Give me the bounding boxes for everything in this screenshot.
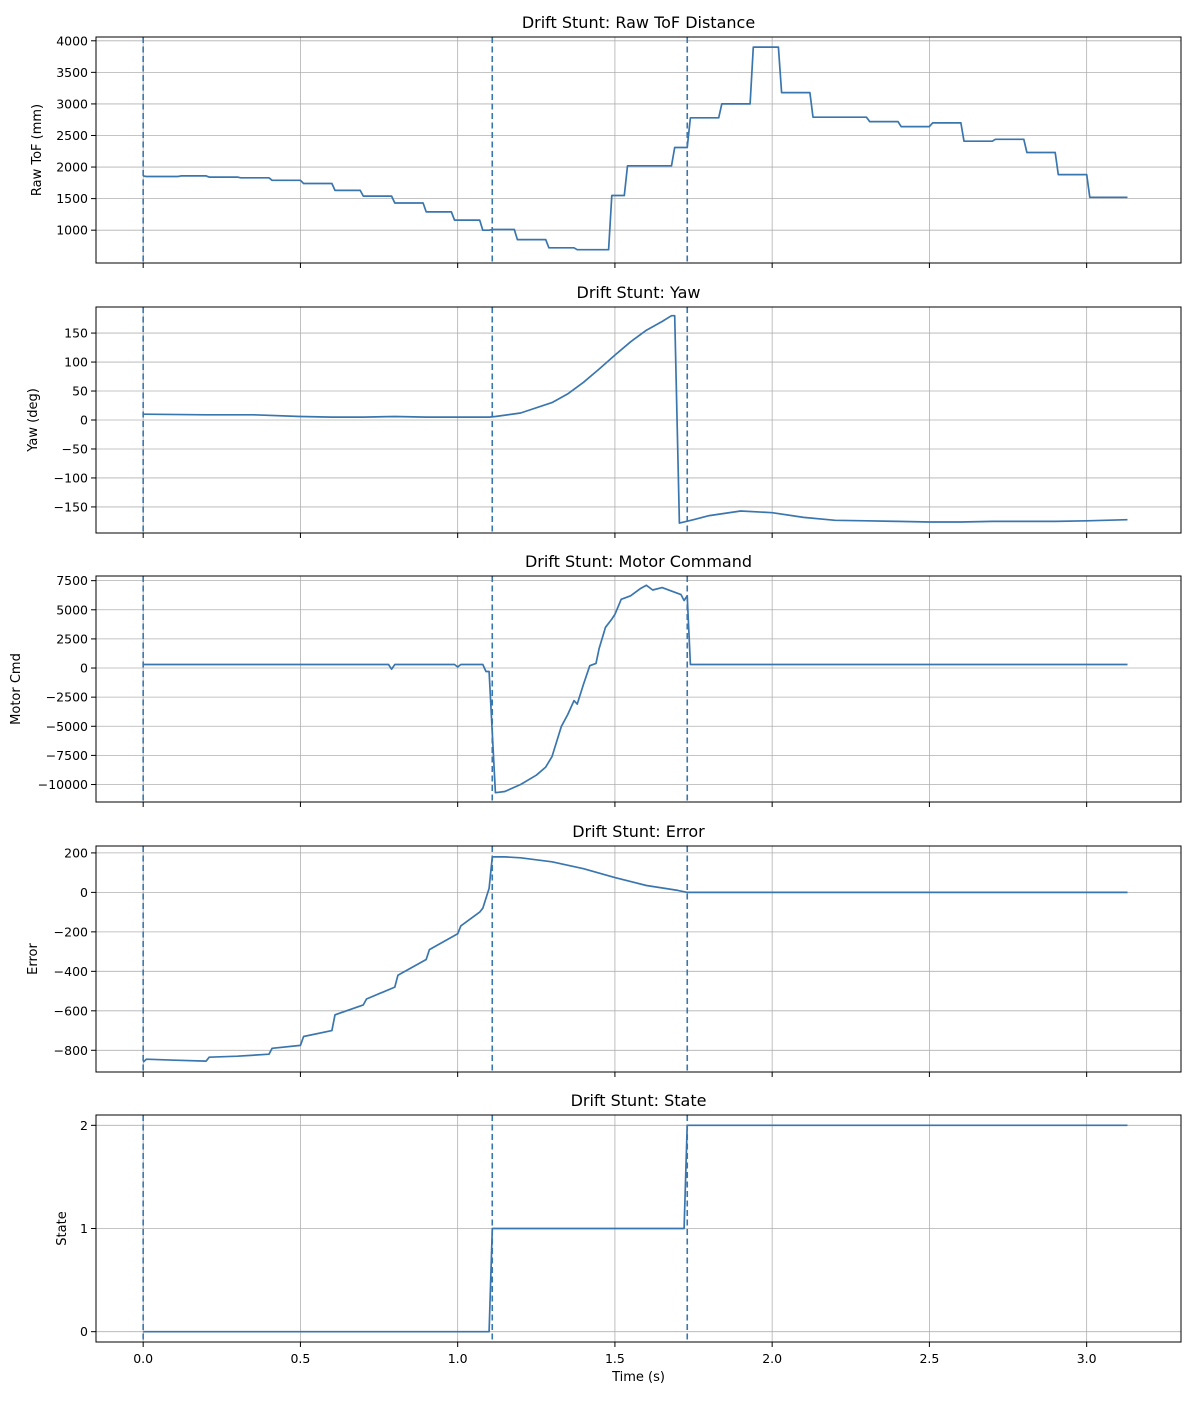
x-tick-label: 2.5 <box>919 1351 939 1366</box>
x-tick-label: 0.0 <box>133 1351 153 1366</box>
subplot-4: −800 −600 −400 −200 0 200 Drift Stunt: Error Er… <box>26 822 1182 1077</box>
y-tick-label: −5000 <box>46 719 88 734</box>
y-tick-label: 1500 <box>56 191 88 206</box>
y-tick-label: −2500 <box>46 690 88 705</box>
y-tick-label: −100 <box>54 470 88 485</box>
series-line-1 <box>143 46 1128 251</box>
subplot-3: −10000 −7500 −5000 −2500 0 2500 5000 7500 Drift … <box>9 552 1182 807</box>
y-tick-label: 100 <box>64 355 88 370</box>
x-tick-label: 0.5 <box>290 1351 310 1366</box>
y-tick-label: −800 <box>54 1043 88 1058</box>
axes-frame <box>95 575 1182 803</box>
y-tick-label: −400 <box>54 964 88 979</box>
y-tick-label: 0 <box>80 413 88 428</box>
y-tick-label: 1 <box>80 1221 88 1236</box>
subplot-2: −150 −100 −50 0 50 100 150 Drift Stunt: Yaw Yaw … <box>26 283 1182 538</box>
axes-frame <box>95 36 1182 264</box>
y-tick-label: 0 <box>80 1324 88 1339</box>
chart-title: Drift Stunt: Yaw <box>577 283 701 302</box>
y-tick-label: 0 <box>80 661 88 676</box>
y-tick-label: 4000 <box>56 33 88 48</box>
y-tick-label: 2000 <box>56 160 88 175</box>
x-tick-label: 2.0 <box>762 1351 782 1366</box>
y-tick-label: 1000 <box>56 223 88 238</box>
y-tick-label: −600 <box>54 1003 88 1018</box>
series-line-1 <box>142 856 1128 1063</box>
y-tick-label: −7500 <box>46 748 88 763</box>
axes-frame <box>95 845 1182 1073</box>
x-tick-label: 1.0 <box>448 1351 468 1366</box>
y-tick-label: 3500 <box>56 65 88 80</box>
y-tick-label: 0 <box>80 885 88 900</box>
subplot-5: 0.0 0.5 1.0 1.5 2.0 2.5 3.0 0 1 2 Drift Stunt: Sta… <box>55 1091 1182 1385</box>
x-tick-label: 3.0 <box>1077 1351 1097 1366</box>
y-tick-label: 2500 <box>56 128 88 143</box>
y-tick-label: 3000 <box>56 96 88 111</box>
y-tick-label: 5000 <box>56 602 88 617</box>
y-axis-label: Error <box>26 943 41 975</box>
y-axis-label: Yaw (deg) <box>26 388 41 453</box>
x-tick-label: 1.5 <box>605 1351 625 1366</box>
y-tick-label: −200 <box>54 924 88 939</box>
y-tick-label: 150 <box>64 326 88 341</box>
chart-title: Drift Stunt: Raw ToF Distance <box>522 13 755 32</box>
y-tick-label: −10000 <box>38 777 88 792</box>
y-axis-label: Motor Cmd <box>9 653 24 725</box>
chart-title: Drift Stunt: Motor Command <box>525 552 752 571</box>
y-tick-label: 2500 <box>56 631 88 646</box>
y-axis-label: State <box>55 1211 70 1245</box>
y-tick-label: 200 <box>64 845 88 860</box>
x-axis-label: Time (s) <box>611 1370 665 1385</box>
series-line-1 <box>143 314 1128 524</box>
y-tick-label: −150 <box>54 499 88 514</box>
series-line-1 <box>143 584 1128 794</box>
y-tick-label: 2 <box>80 1118 88 1133</box>
y-axis-label: Raw ToF (mm) <box>30 104 45 196</box>
chart-title: Drift Stunt: State <box>571 1091 707 1110</box>
y-tick-label: −50 <box>62 441 88 456</box>
chart-title: Drift Stunt: Error <box>572 822 705 841</box>
subplot-1: 1000 1500 2000 2500 3000 3500 4000 Drift Stunt:… <box>30 13 1182 268</box>
y-tick-label: 7500 <box>56 573 88 588</box>
series-line-1 <box>143 1124 1128 1333</box>
y-tick-label: 50 <box>72 384 88 399</box>
